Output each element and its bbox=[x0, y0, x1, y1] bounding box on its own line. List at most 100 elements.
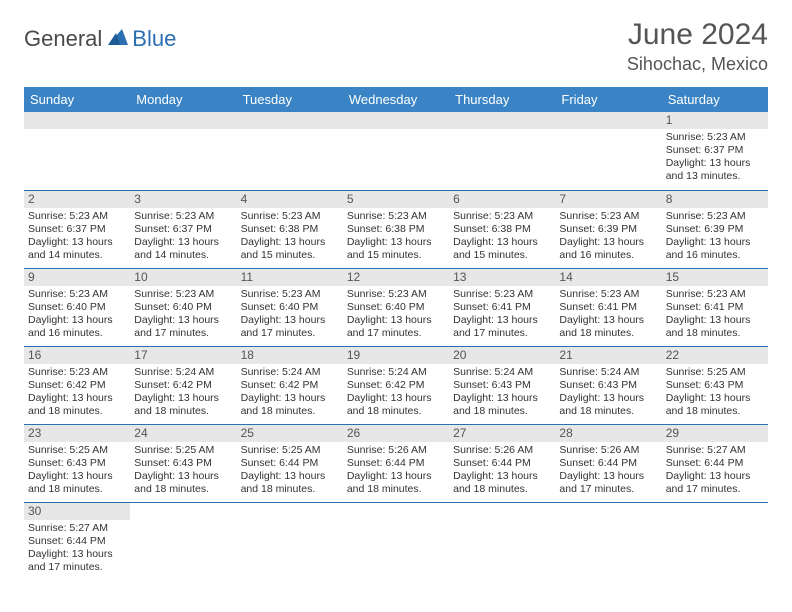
sunrise-text: Sunrise: 5:25 AM bbox=[666, 366, 764, 379]
calendar-cell: 5Sunrise: 5:23 AMSunset: 6:38 PMDaylight… bbox=[343, 190, 449, 268]
calendar-cell: 4Sunrise: 5:23 AMSunset: 6:38 PMDaylight… bbox=[237, 190, 343, 268]
day-header: Monday bbox=[130, 87, 236, 112]
daylight-text: Daylight: 13 hours and 18 minutes. bbox=[453, 392, 551, 418]
daylight-text: Daylight: 13 hours and 17 minutes. bbox=[134, 314, 232, 340]
calendar-cell: 2Sunrise: 5:23 AMSunset: 6:37 PMDaylight… bbox=[24, 190, 130, 268]
calendar-week: 30Sunrise: 5:27 AMSunset: 6:44 PMDayligh… bbox=[24, 502, 768, 580]
sunset-text: Sunset: 6:39 PM bbox=[666, 223, 764, 236]
location: Sihochac, Mexico bbox=[627, 54, 768, 75]
day-number: 5 bbox=[343, 191, 449, 208]
sunset-text: Sunset: 6:44 PM bbox=[559, 457, 657, 470]
day-number: 29 bbox=[662, 425, 768, 442]
sunrise-text: Sunrise: 5:24 AM bbox=[241, 366, 339, 379]
calendar-cell: 6Sunrise: 5:23 AMSunset: 6:38 PMDaylight… bbox=[449, 190, 555, 268]
calendar-week: 9Sunrise: 5:23 AMSunset: 6:40 PMDaylight… bbox=[24, 268, 768, 346]
sunset-text: Sunset: 6:39 PM bbox=[559, 223, 657, 236]
sunset-text: Sunset: 6:38 PM bbox=[347, 223, 445, 236]
sunrise-text: Sunrise: 5:23 AM bbox=[28, 210, 126, 223]
sunrise-text: Sunrise: 5:24 AM bbox=[559, 366, 657, 379]
daylight-text: Daylight: 13 hours and 18 minutes. bbox=[666, 314, 764, 340]
daylight-text: Daylight: 13 hours and 16 minutes. bbox=[559, 236, 657, 262]
calendar-cell: 14 Sunrise: 5:23 AMSunset: 6:41 PMDayligh… bbox=[555, 268, 661, 346]
sunset-text: Sunset: 6:42 PM bbox=[347, 379, 445, 392]
sunrise-text: Sunrise: 5:25 AM bbox=[28, 444, 126, 457]
daylight-text: Daylight: 13 hours and 18 minutes. bbox=[28, 392, 126, 418]
month-title: June 2024 bbox=[627, 18, 768, 52]
sunset-text: Sunset: 6:43 PM bbox=[666, 379, 764, 392]
day-number: 6 bbox=[449, 191, 555, 208]
daylight-text: Daylight: 13 hours and 18 minutes. bbox=[241, 470, 339, 496]
sunset-text: Sunset: 6:41 PM bbox=[666, 301, 764, 314]
calendar-week: 1Sunrise: 5:23 AMSunset: 6:37 PMDaylight… bbox=[24, 112, 768, 190]
calendar-cell: 22 Sunrise: 5:25 AMSunset: 6:43 PMDayligh… bbox=[662, 346, 768, 424]
daylight-text: Daylight: 13 hours and 18 minutes. bbox=[347, 392, 445, 418]
calendar-cell: 18Sunrise: 5:24 AMSunset: 6:42 PMDayligh… bbox=[237, 346, 343, 424]
sunset-text: Sunset: 6:37 PM bbox=[28, 223, 126, 236]
daylight-text: Daylight: 13 hours and 18 minutes. bbox=[453, 470, 551, 496]
daylight-text: Daylight: 13 hours and 18 minutes. bbox=[559, 392, 657, 418]
day-number: 9 bbox=[24, 269, 130, 286]
calendar-cell: 26Sunrise: 5:26 AMSunset: 6:44 PMDayligh… bbox=[343, 424, 449, 502]
day-number: 8 bbox=[662, 191, 768, 208]
calendar-cell: 10Sunrise: 5:23 AMSunset: 6:40 PMDayligh… bbox=[130, 268, 236, 346]
day-header: Tuesday bbox=[237, 87, 343, 112]
sunrise-text: Sunrise: 5:23 AM bbox=[134, 288, 232, 301]
calendar-cell bbox=[449, 112, 555, 190]
day-header: Wednesday bbox=[343, 87, 449, 112]
calendar-cell bbox=[343, 112, 449, 190]
sunset-text: Sunset: 6:41 PM bbox=[559, 301, 657, 314]
day-number: 30 bbox=[24, 503, 130, 520]
sunrise-text: Sunrise: 5:24 AM bbox=[134, 366, 232, 379]
daylight-text: Daylight: 13 hours and 15 minutes. bbox=[347, 236, 445, 262]
day-header: Friday bbox=[555, 87, 661, 112]
header: General Blue June 2024 Sihochac, Mexico bbox=[24, 18, 768, 75]
logo-text-general: General bbox=[24, 26, 102, 52]
day-number: 15 bbox=[662, 269, 768, 286]
day-number: 16 bbox=[24, 347, 130, 364]
sunrise-text: Sunrise: 5:23 AM bbox=[453, 288, 551, 301]
logo-text-blue: Blue bbox=[132, 26, 176, 52]
calendar-cell: 23Sunrise: 5:25 AMSunset: 6:43 PMDayligh… bbox=[24, 424, 130, 502]
sunrise-text: Sunrise: 5:23 AM bbox=[28, 366, 126, 379]
sunrise-text: Sunrise: 5:23 AM bbox=[666, 210, 764, 223]
sunrise-text: Sunrise: 5:23 AM bbox=[559, 210, 657, 223]
logo: General Blue bbox=[24, 26, 176, 52]
day-number: 24 bbox=[130, 425, 236, 442]
calendar-cell: 30Sunrise: 5:27 AMSunset: 6:44 PMDayligh… bbox=[24, 502, 130, 580]
day-number: 14 bbox=[555, 269, 661, 286]
calendar-cell bbox=[343, 502, 449, 580]
sunset-text: Sunset: 6:40 PM bbox=[241, 301, 339, 314]
day-number: 19 bbox=[343, 347, 449, 364]
day-number: 12 bbox=[343, 269, 449, 286]
daylight-text: Daylight: 13 hours and 16 minutes. bbox=[666, 236, 764, 262]
day-number: 2 bbox=[24, 191, 130, 208]
day-number: 27 bbox=[449, 425, 555, 442]
sunrise-text: Sunrise: 5:24 AM bbox=[347, 366, 445, 379]
sunrise-text: Sunrise: 5:27 AM bbox=[666, 444, 764, 457]
day-number bbox=[24, 112, 130, 129]
sunset-text: Sunset: 6:40 PM bbox=[134, 301, 232, 314]
daylight-text: Daylight: 13 hours and 18 minutes. bbox=[559, 314, 657, 340]
calendar-cell: 28Sunrise: 5:26 AMSunset: 6:44 PMDayligh… bbox=[555, 424, 661, 502]
sunrise-text: Sunrise: 5:23 AM bbox=[666, 131, 764, 144]
calendar-cell bbox=[130, 112, 236, 190]
day-number: 25 bbox=[237, 425, 343, 442]
daylight-text: Daylight: 13 hours and 15 minutes. bbox=[241, 236, 339, 262]
sunset-text: Sunset: 6:44 PM bbox=[28, 535, 126, 548]
sunrise-text: Sunrise: 5:23 AM bbox=[559, 288, 657, 301]
daylight-text: Daylight: 13 hours and 18 minutes. bbox=[666, 392, 764, 418]
calendar-cell bbox=[555, 502, 661, 580]
calendar-table: Sunday Monday Tuesday Wednesday Thursday… bbox=[24, 87, 768, 580]
day-number bbox=[449, 112, 555, 129]
day-number bbox=[237, 112, 343, 129]
calendar-cell: 17Sunrise: 5:24 AMSunset: 6:42 PMDayligh… bbox=[130, 346, 236, 424]
sunset-text: Sunset: 6:44 PM bbox=[347, 457, 445, 470]
day-header: Thursday bbox=[449, 87, 555, 112]
daylight-text: Daylight: 13 hours and 18 minutes. bbox=[28, 470, 126, 496]
daylight-text: Daylight: 13 hours and 16 minutes. bbox=[28, 314, 126, 340]
calendar-cell: 15Sunrise: 5:23 AMSunset: 6:41 PMDayligh… bbox=[662, 268, 768, 346]
day-number: 20 bbox=[449, 347, 555, 364]
daylight-text: Daylight: 13 hours and 17 minutes. bbox=[453, 314, 551, 340]
day-number: 22 bbox=[662, 347, 768, 364]
sunrise-text: Sunrise: 5:27 AM bbox=[28, 522, 126, 535]
